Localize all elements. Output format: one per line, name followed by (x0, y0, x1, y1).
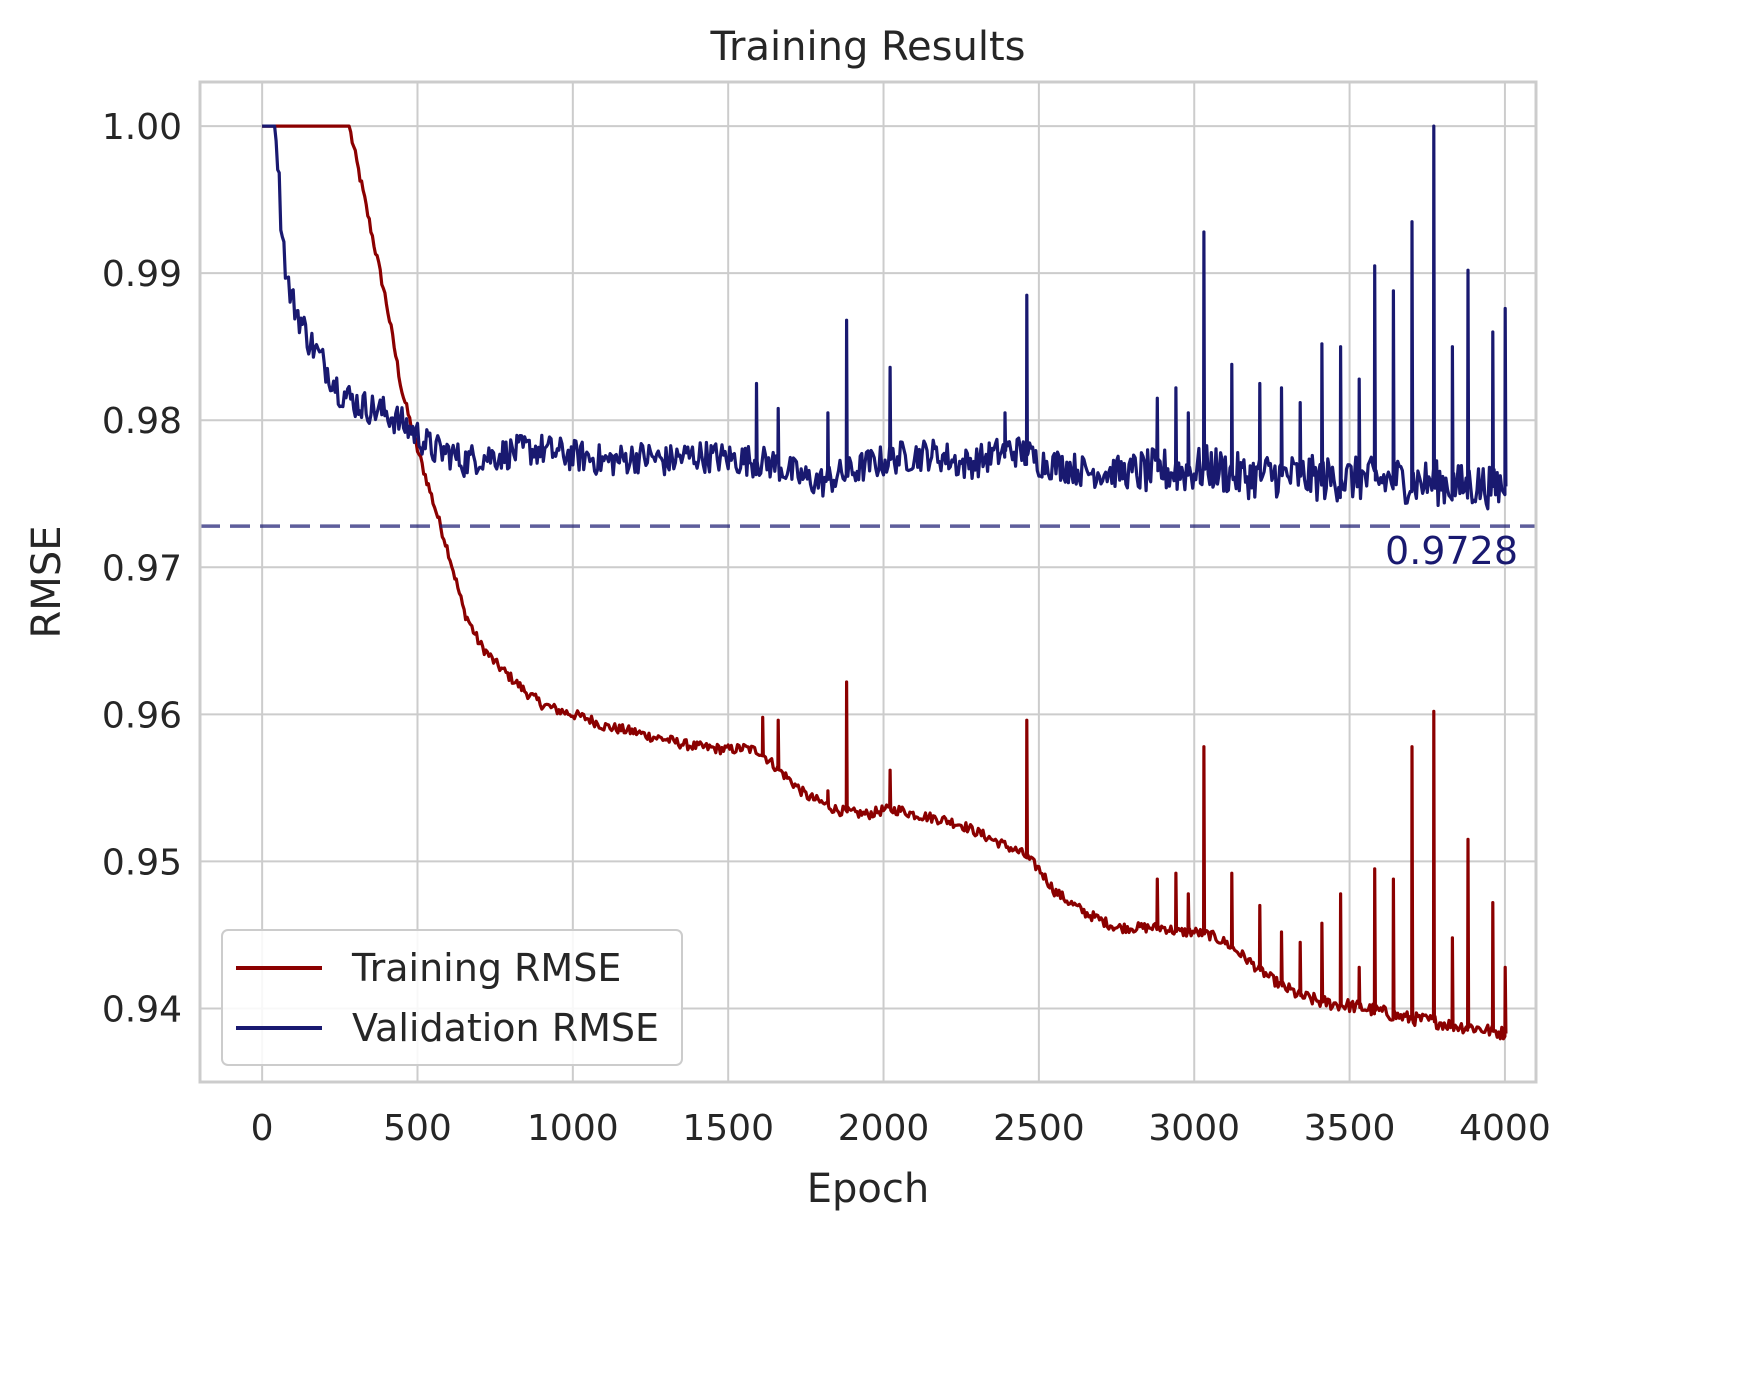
legend-label-training: Training RMSE (351, 946, 621, 990)
reference-line-group: 0.9728 (200, 524, 1536, 573)
legend-label-validation: Validation RMSE (352, 1006, 659, 1050)
y-tick-label: 0.98 (102, 401, 182, 442)
y-axis-label: RMSE (24, 526, 70, 639)
y-tick-labels: 0.94 0.95 0.96 0.97 0.98 0.99 1.00 (102, 107, 182, 1030)
y-tick-label: 0.94 (102, 989, 182, 1030)
x-tick-label: 500 (383, 1108, 452, 1149)
training-rmse-line (262, 124, 1508, 1041)
x-tick-label: 1500 (682, 1108, 774, 1149)
y-tick-label: 0.95 (102, 842, 182, 883)
x-tick-label: 4000 (1459, 1108, 1551, 1149)
x-tick-label: 2500 (993, 1108, 1085, 1149)
plot-frame (198, 80, 1538, 1084)
grid (200, 82, 1536, 1082)
x-axis-label: Epoch (807, 1166, 929, 1212)
y-tick-label: 0.96 (102, 695, 182, 736)
y-tick-label: 0.99 (102, 254, 182, 295)
reference-line-label: 0.9728 (1385, 529, 1518, 573)
validation-rmse-line (262, 124, 1508, 511)
legend-box (221, 929, 683, 1066)
x-tick-label: 2000 (838, 1108, 930, 1149)
chart-title: Training Results (710, 24, 1026, 70)
x-tick-label: 3500 (1304, 1108, 1396, 1149)
y-tick-label: 0.97 (102, 548, 182, 589)
x-tick-label: 0 (251, 1108, 274, 1149)
legend: Training RMSE Validation RMSE (221, 929, 683, 1066)
x-tick-labels: 0 500 1000 1500 2000 2500 3000 3500 4000 (251, 1108, 1551, 1149)
y-tick-label: 1.00 (102, 107, 182, 148)
x-tick-label: 3000 (1148, 1108, 1240, 1149)
x-tick-label: 1000 (527, 1108, 619, 1149)
series-group (262, 124, 1508, 1041)
